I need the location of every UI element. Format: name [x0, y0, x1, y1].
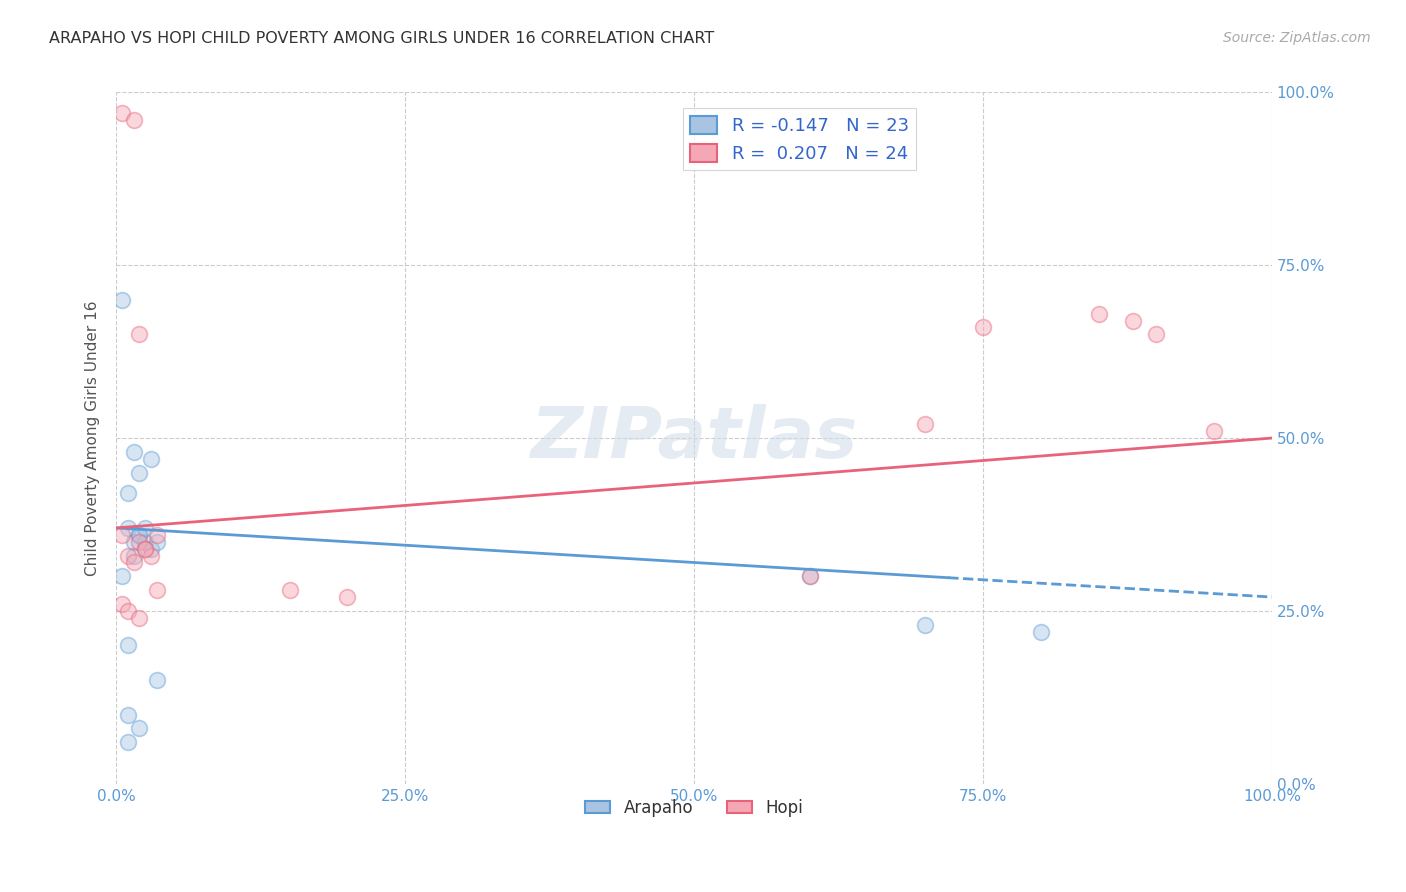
Point: [145, 528, 167, 542]
Point: [117, 549, 139, 563]
Point: [914, 617, 936, 632]
Point: [122, 445, 145, 459]
Point: [122, 534, 145, 549]
Point: [128, 722, 150, 736]
Point: [1087, 307, 1109, 321]
Point: [134, 541, 156, 556]
Point: [134, 541, 156, 556]
Point: [128, 528, 150, 542]
Point: [128, 534, 150, 549]
Point: [145, 583, 167, 598]
Point: [145, 534, 167, 549]
Point: [139, 541, 162, 556]
Point: [336, 590, 359, 604]
Point: [1144, 327, 1167, 342]
Point: [122, 113, 145, 128]
Point: [111, 528, 134, 542]
Point: [128, 327, 150, 342]
Point: [799, 569, 821, 583]
Point: [117, 707, 139, 722]
Point: [117, 521, 139, 535]
Point: [117, 639, 139, 653]
Point: [111, 293, 134, 307]
Point: [145, 673, 167, 687]
Point: [122, 556, 145, 570]
Point: [914, 417, 936, 432]
Point: [111, 569, 134, 583]
Point: [117, 604, 139, 618]
Point: [111, 597, 134, 611]
Point: [972, 320, 994, 334]
Point: [128, 528, 150, 542]
Point: [128, 466, 150, 480]
Point: [278, 583, 301, 598]
Point: [117, 486, 139, 500]
Text: ARAPAHO VS HOPI CHILD POVERTY AMONG GIRLS UNDER 16 CORRELATION CHART: ARAPAHO VS HOPI CHILD POVERTY AMONG GIRL…: [49, 31, 714, 46]
Point: [122, 549, 145, 563]
Point: [128, 611, 150, 625]
Point: [1029, 624, 1052, 639]
Point: [111, 106, 134, 120]
Text: Source: ZipAtlas.com: Source: ZipAtlas.com: [1223, 31, 1371, 45]
Text: ZIPatlas: ZIPatlas: [530, 403, 858, 473]
Legend: Arapaho, Hopi: Arapaho, Hopi: [579, 792, 810, 824]
Point: [117, 735, 139, 749]
Point: [1122, 313, 1144, 327]
Point: [139, 451, 162, 466]
Point: [134, 534, 156, 549]
Point: [799, 569, 821, 583]
Point: [1204, 424, 1226, 438]
Point: [134, 521, 156, 535]
Point: [139, 549, 162, 563]
Y-axis label: Child Poverty Among Girls Under 16: Child Poverty Among Girls Under 16: [86, 301, 100, 576]
